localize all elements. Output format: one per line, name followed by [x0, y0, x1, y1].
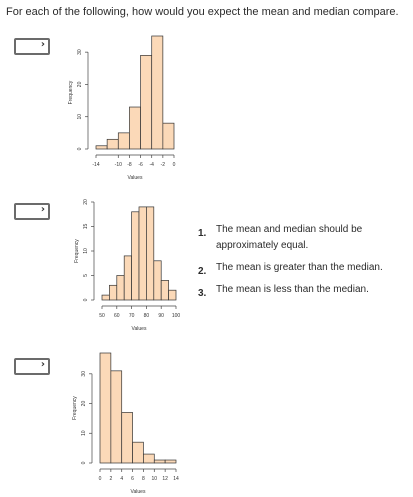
option-text: The mean is greater than the median. — [216, 262, 383, 273]
histogram-bar — [117, 132, 130, 150]
x-tick-label: -6 — [138, 162, 143, 168]
y-tick-label: 20 — [77, 81, 83, 87]
answer-select-3[interactable]: › — [14, 358, 50, 375]
histogram-bar — [95, 145, 108, 150]
x-tick-label: -4 — [149, 162, 154, 168]
y-tick-label: 20 — [83, 199, 89, 205]
x-tick-label: 50 — [99, 313, 105, 319]
histogram-bar — [162, 122, 175, 150]
y-tick-label: 0 — [77, 147, 83, 150]
x-axis-label: Values — [131, 489, 146, 495]
x-tick-label: 70 — [129, 313, 135, 319]
histogram-bar — [160, 280, 169, 301]
x-tick-label: 100 — [172, 313, 181, 319]
option-number: 2. — [198, 266, 207, 277]
x-tick-label: 4 — [120, 476, 123, 482]
y-tick-label: 20 — [81, 401, 87, 407]
y-axis-label: Frequency — [72, 396, 78, 420]
option-number: 3. — [198, 288, 207, 299]
histogram-bar — [153, 260, 162, 301]
x-tick-label: 10 — [152, 476, 158, 482]
x-tick-label: -10 — [115, 162, 122, 168]
histogram-bar — [116, 275, 125, 301]
histogram-bar — [146, 206, 155, 301]
y-axis-label: Frequency — [68, 80, 74, 104]
histogram-bar — [164, 459, 177, 464]
option-2: 2. The mean is greater than the median. — [198, 260, 408, 277]
histogram-bar — [110, 370, 123, 464]
histogram-bar — [123, 255, 132, 301]
option-text: The mean and median should be approximat… — [216, 224, 363, 251]
y-tick-label: 0 — [83, 298, 89, 301]
answer-select-2[interactable]: › — [14, 203, 50, 220]
histogram-bar — [132, 441, 144, 464]
y-tick-label: 10 — [81, 430, 87, 436]
y-axis-label: Frequency — [74, 239, 80, 263]
histogram-bar — [101, 294, 110, 301]
x-tick-label: 12 — [162, 476, 168, 482]
y-tick-label: 10 — [77, 114, 83, 120]
option-1: 1. The mean and median should be approxi… — [198, 222, 408, 254]
histogram-bar — [131, 211, 140, 301]
x-tick-label: 0 — [99, 476, 102, 482]
histogram-bar — [143, 453, 155, 464]
answer-select-1[interactable]: › — [14, 38, 50, 55]
option-number: 1. — [198, 228, 207, 239]
x-tick-label: 8 — [142, 476, 145, 482]
x-tick-label: 80 — [144, 313, 150, 319]
y-tick-label: 15 — [83, 224, 89, 230]
option-text: The mean is less than the median. — [216, 284, 369, 295]
y-tick-label: 0 — [81, 461, 87, 464]
histogram-bar — [109, 284, 118, 301]
chevron-down-icon: › — [40, 359, 45, 370]
histogram-bar — [138, 206, 147, 301]
x-tick-label: 0 — [173, 162, 176, 168]
x-axis-label: Values — [128, 175, 143, 181]
x-tick-label: 60 — [114, 313, 120, 319]
histogram-1: 0 10 20 30 Frequency -14 -10 -8 -6 -4 -2 0 Values — [68, 35, 176, 181]
y-tick-label: 10 — [83, 248, 89, 254]
histogram-2: 0 5 10 15 20 Frequency 50 60 70 80 90 100 Values — [74, 199, 181, 332]
histogram-bar — [153, 459, 166, 464]
x-tick-label: 90 — [158, 313, 164, 319]
histogram-bar — [99, 352, 112, 464]
x-tick-label: 2 — [109, 476, 112, 482]
chevron-down-icon: › — [40, 204, 45, 215]
answer-options: 1. The mean and median should be approxi… — [198, 222, 408, 304]
chevron-down-icon: › — [40, 39, 45, 50]
histogram-bar — [140, 55, 153, 150]
x-tick-label: -14 — [92, 162, 99, 168]
histogram-bar — [129, 106, 141, 150]
question-prompt: For each of the following, how would you… — [6, 6, 399, 18]
y-tick-label: 5 — [83, 274, 89, 277]
x-tick-label: -8 — [127, 162, 132, 168]
x-tick-label: 6 — [131, 476, 134, 482]
y-tick-label: 30 — [77, 49, 83, 55]
histogram-bar — [151, 35, 164, 150]
histogram-bar — [121, 412, 133, 464]
option-3: 3. The mean is less than the median. — [198, 282, 408, 299]
y-tick-label: 30 — [81, 371, 87, 377]
x-axis-label: Values — [132, 326, 147, 332]
histogram-bar — [106, 138, 119, 150]
histogram-3: 0 10 20 30 Frequency 0 2 4 6 8 10 12 14 Values — [72, 352, 179, 495]
x-tick-label: -2 — [161, 162, 166, 168]
x-tick-label: 14 — [173, 476, 179, 482]
histogram-bar — [168, 289, 177, 301]
